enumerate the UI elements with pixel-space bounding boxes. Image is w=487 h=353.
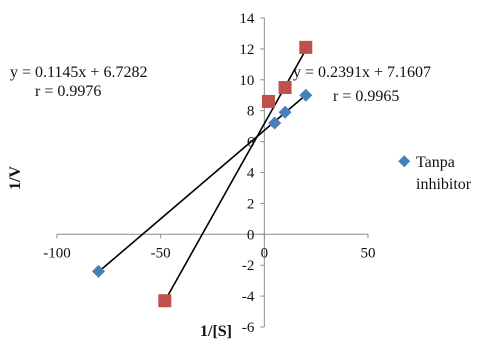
legend-marker-series-1: [398, 155, 411, 168]
legend: Tanpa inhibitor: [398, 154, 472, 193]
data-point-series-1: [91, 264, 105, 278]
x-tick-label: 50: [361, 245, 376, 261]
r-label-series-1: r = 0.9976: [35, 83, 101, 100]
y-tick-label: 2: [247, 196, 255, 212]
y-axis-label: 1/V: [7, 166, 24, 190]
y-tick-label: -2: [242, 258, 255, 274]
y-tick-labels: -6-4-202468101214: [239, 11, 255, 336]
data-point-series-1: [299, 88, 313, 102]
r-label-series-2: r = 0.9965: [333, 88, 399, 105]
data-point-series-2: [278, 81, 292, 95]
data-point-series-2: [261, 94, 275, 108]
x-axis-label: 1/[S]: [200, 323, 232, 340]
y-tick-label: 12: [239, 42, 254, 58]
data-point-series-1: [268, 116, 282, 130]
y-tick-label: -4: [242, 289, 255, 305]
trendlines: [97, 49, 307, 302]
axes: [56, 17, 369, 328]
data-point-series-1: [278, 105, 292, 119]
data-point-series-2: [299, 40, 313, 54]
data-point-series-2: [158, 294, 172, 308]
y-tick-label: 8: [247, 104, 255, 120]
legend-label-series-1-line-2: inhibitor: [416, 176, 472, 193]
x-tick-label: -100: [43, 245, 71, 261]
equation-label-series-2: y = 0.2391x + 7.1607: [293, 64, 431, 81]
x-tick-label: -50: [151, 245, 171, 261]
y-tick-label: -6: [242, 320, 255, 336]
data-points: [91, 40, 313, 308]
y-tick-label: 0: [247, 227, 255, 243]
y-tick-label: 14: [239, 11, 255, 27]
y-tick-label: 4: [247, 166, 255, 182]
equation-label-series-1: y = 0.1145x + 6.7282: [10, 64, 147, 81]
x-tick-labels: -100 -50 0 50: [43, 245, 375, 261]
x-tick-label: 0: [261, 245, 269, 261]
legend-label-series-1-line-1: Tanpa: [416, 154, 455, 171]
y-tick-label: 10: [239, 73, 254, 89]
